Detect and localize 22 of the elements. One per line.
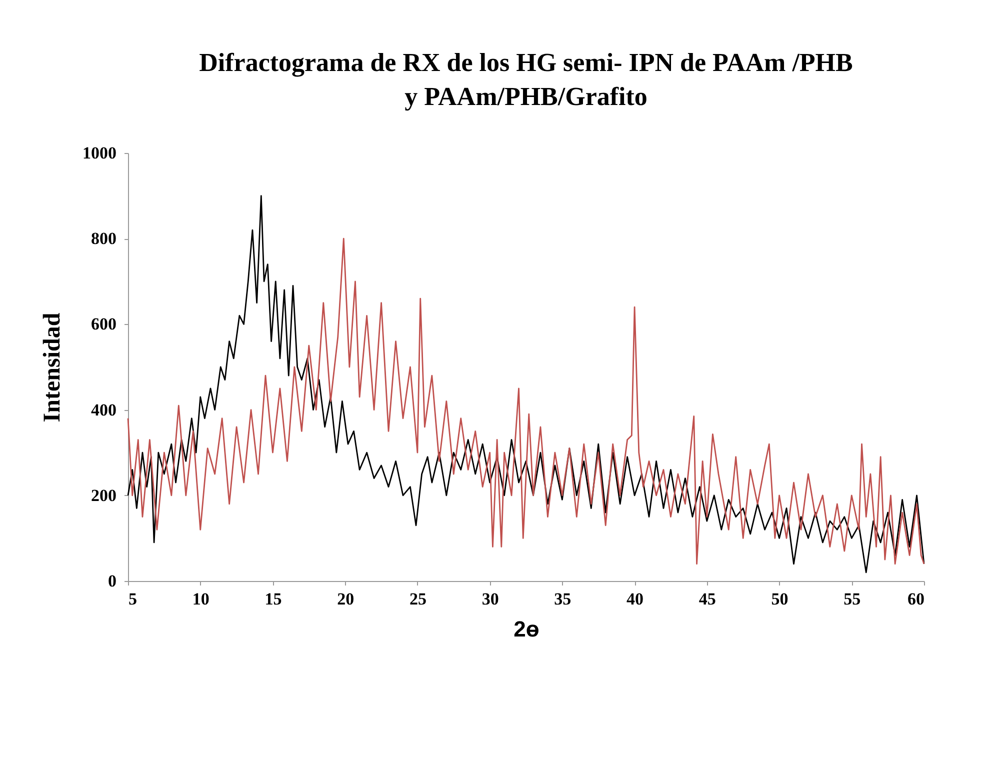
y-tick-label: 600 [91,314,116,334]
x-tick-label: 60 [908,590,924,608]
x-tick-label: 45 [698,590,716,608]
y-tick-label: 0 [108,572,116,590]
y-tick-label: 800 [91,229,116,248]
x-tick-label: 15 [264,590,282,608]
x-tick-label: 25 [409,590,426,608]
x-tick-label: 35 [554,590,572,608]
x-tick-label: 40 [626,590,644,608]
x-axis-title: 2ɵ [514,616,540,642]
text: y PAAm/PHB/Grafito [404,82,648,111]
x-tick-label: 30 [482,590,499,608]
x-tick-label: 50 [771,590,788,608]
x-tick-label: 55 [844,590,861,608]
y-tick-label: 1000 [82,144,116,162]
y-axis-title: Intensidad [40,312,66,422]
x-tick-label: 20 [337,590,354,608]
y-tick-label: 200 [91,486,116,505]
y-tick-label: 400 [91,400,116,420]
text: Difractograma de RX de los HG semi- IPN de PAAm /PHB [199,48,853,77]
x-tick-label: 5 [128,590,137,608]
x-tick-label: 10 [192,590,210,608]
